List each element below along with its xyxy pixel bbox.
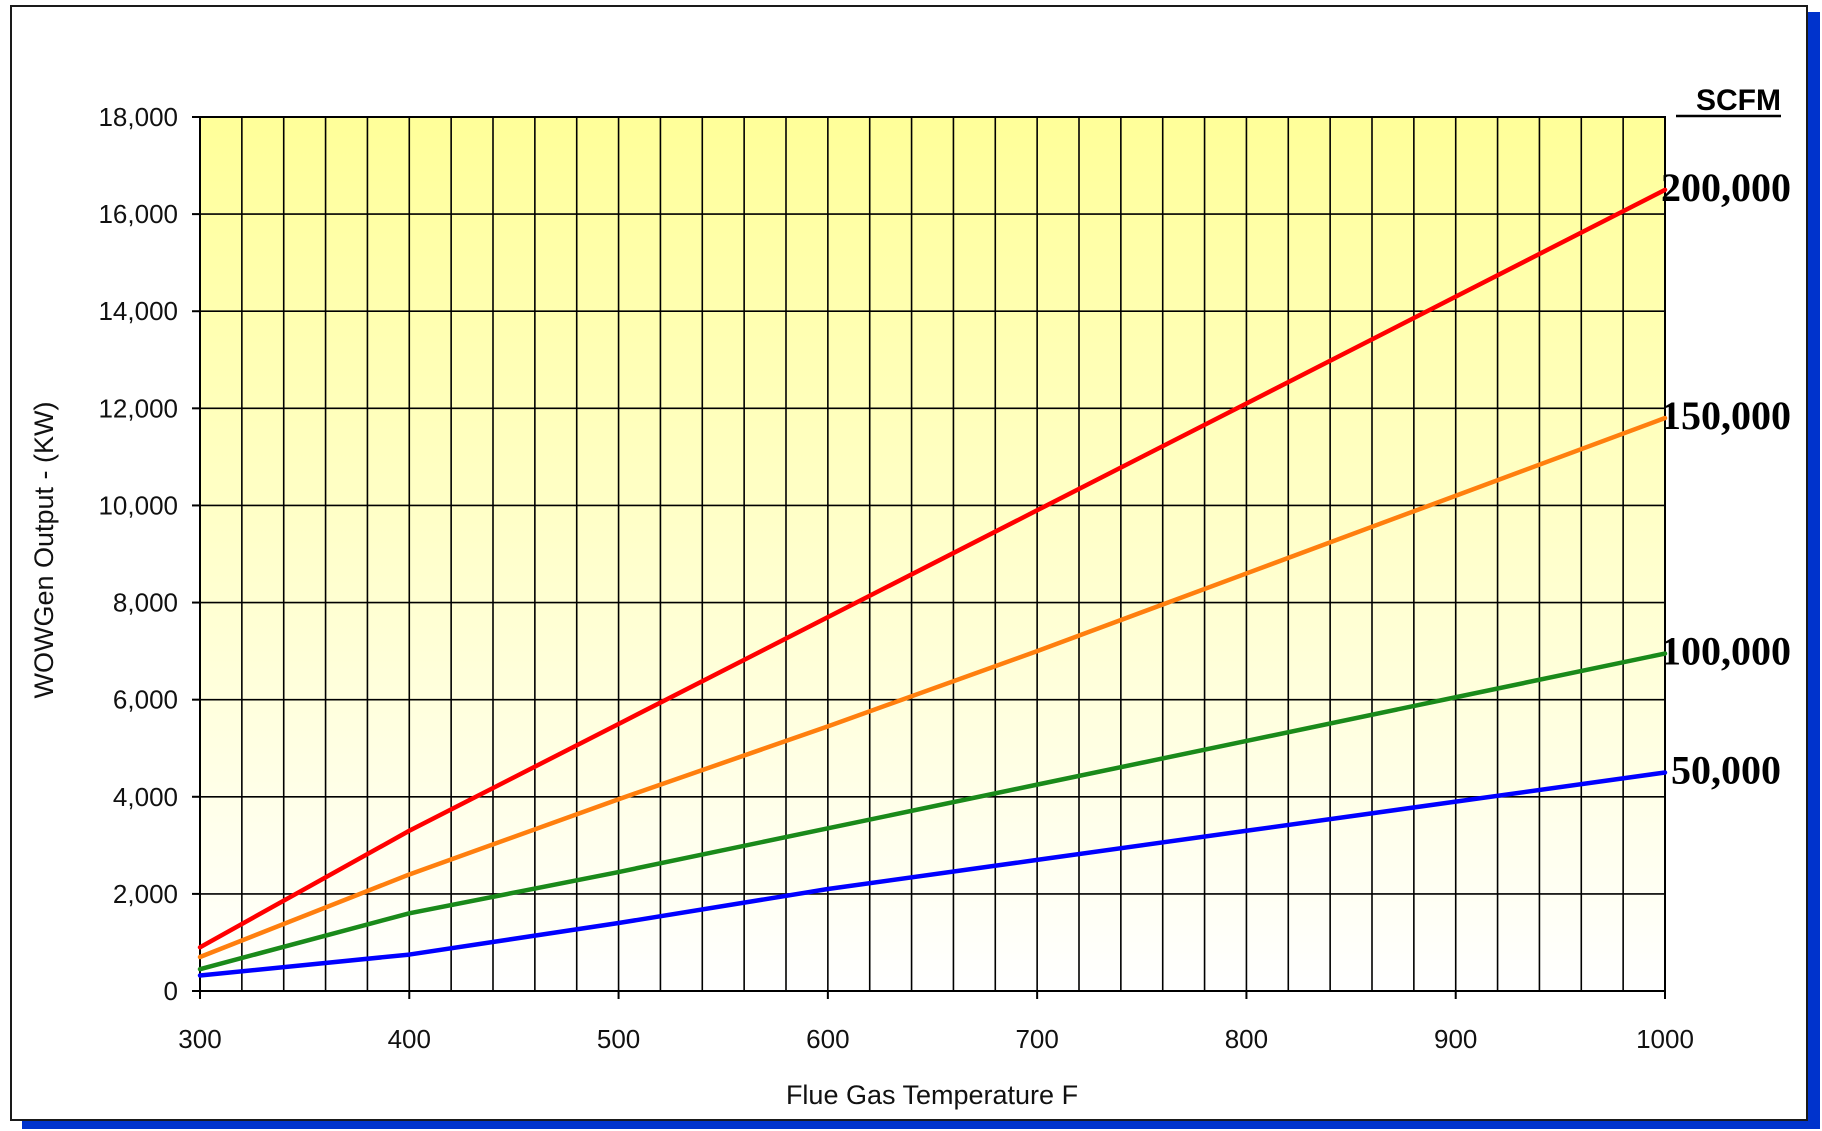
y-tick-label: 2,000 [113,879,178,909]
x-tick-label: 1000 [1636,1024,1694,1054]
x-axis-ticks: 300 400 500 600 700 800 900 1000 [178,991,1694,1054]
y-axis-ticks: 0 2,000 4,000 6,000 8,000 10,000 12,000 14,000 1… [98,102,200,1006]
x-tick-label: 500 [597,1024,640,1054]
y-tick-label: 12,000 [98,393,178,423]
x-tick-label: 900 [1434,1024,1477,1054]
x-tick-label: 700 [1015,1024,1058,1054]
plot-border [199,116,1666,992]
y-tick-label: 14,000 [98,296,178,326]
frame-shadow-bottom [22,1121,1820,1129]
series-layer [197,187,1668,978]
frame-shadow-right [1808,12,1820,1129]
series-label-100000: 100,000 [1661,629,1791,674]
x-tick-label: 300 [178,1024,221,1054]
legend-title: SCFM [1696,84,1781,117]
series-line-150000 [197,415,1668,960]
y-tick-label: 0 [164,976,178,1006]
series-label-50000: 50,000 [1671,748,1781,793]
plot-area [200,117,1665,991]
x-tick-label: 600 [806,1024,849,1054]
y-tick-label: 4,000 [113,782,178,812]
series-line-100000 [197,651,1668,972]
y-tick-label: 18,000 [98,102,178,132]
grid-lines [199,116,1666,992]
series-line-200000 [197,187,1668,950]
y-axis-title: WOWGen Output - (KW) [29,401,59,698]
series-label-150000: 150,000 [1661,393,1791,438]
series-label-200000: 200,000 [1661,165,1791,210]
y-tick-label: 8,000 [113,588,178,618]
y-tick-label: 6,000 [113,685,178,715]
series-line-50000 [197,770,1668,978]
y-tick-label: 10,000 [98,490,178,520]
y-tick-label: 16,000 [98,199,178,229]
x-tick-label: 800 [1225,1024,1268,1054]
x-tick-label: 400 [388,1024,431,1054]
x-axis-title: Flue Gas Temperature F [786,1080,1078,1110]
series-labels: 200,000 150,000 100,000 50,000 [1661,165,1791,793]
